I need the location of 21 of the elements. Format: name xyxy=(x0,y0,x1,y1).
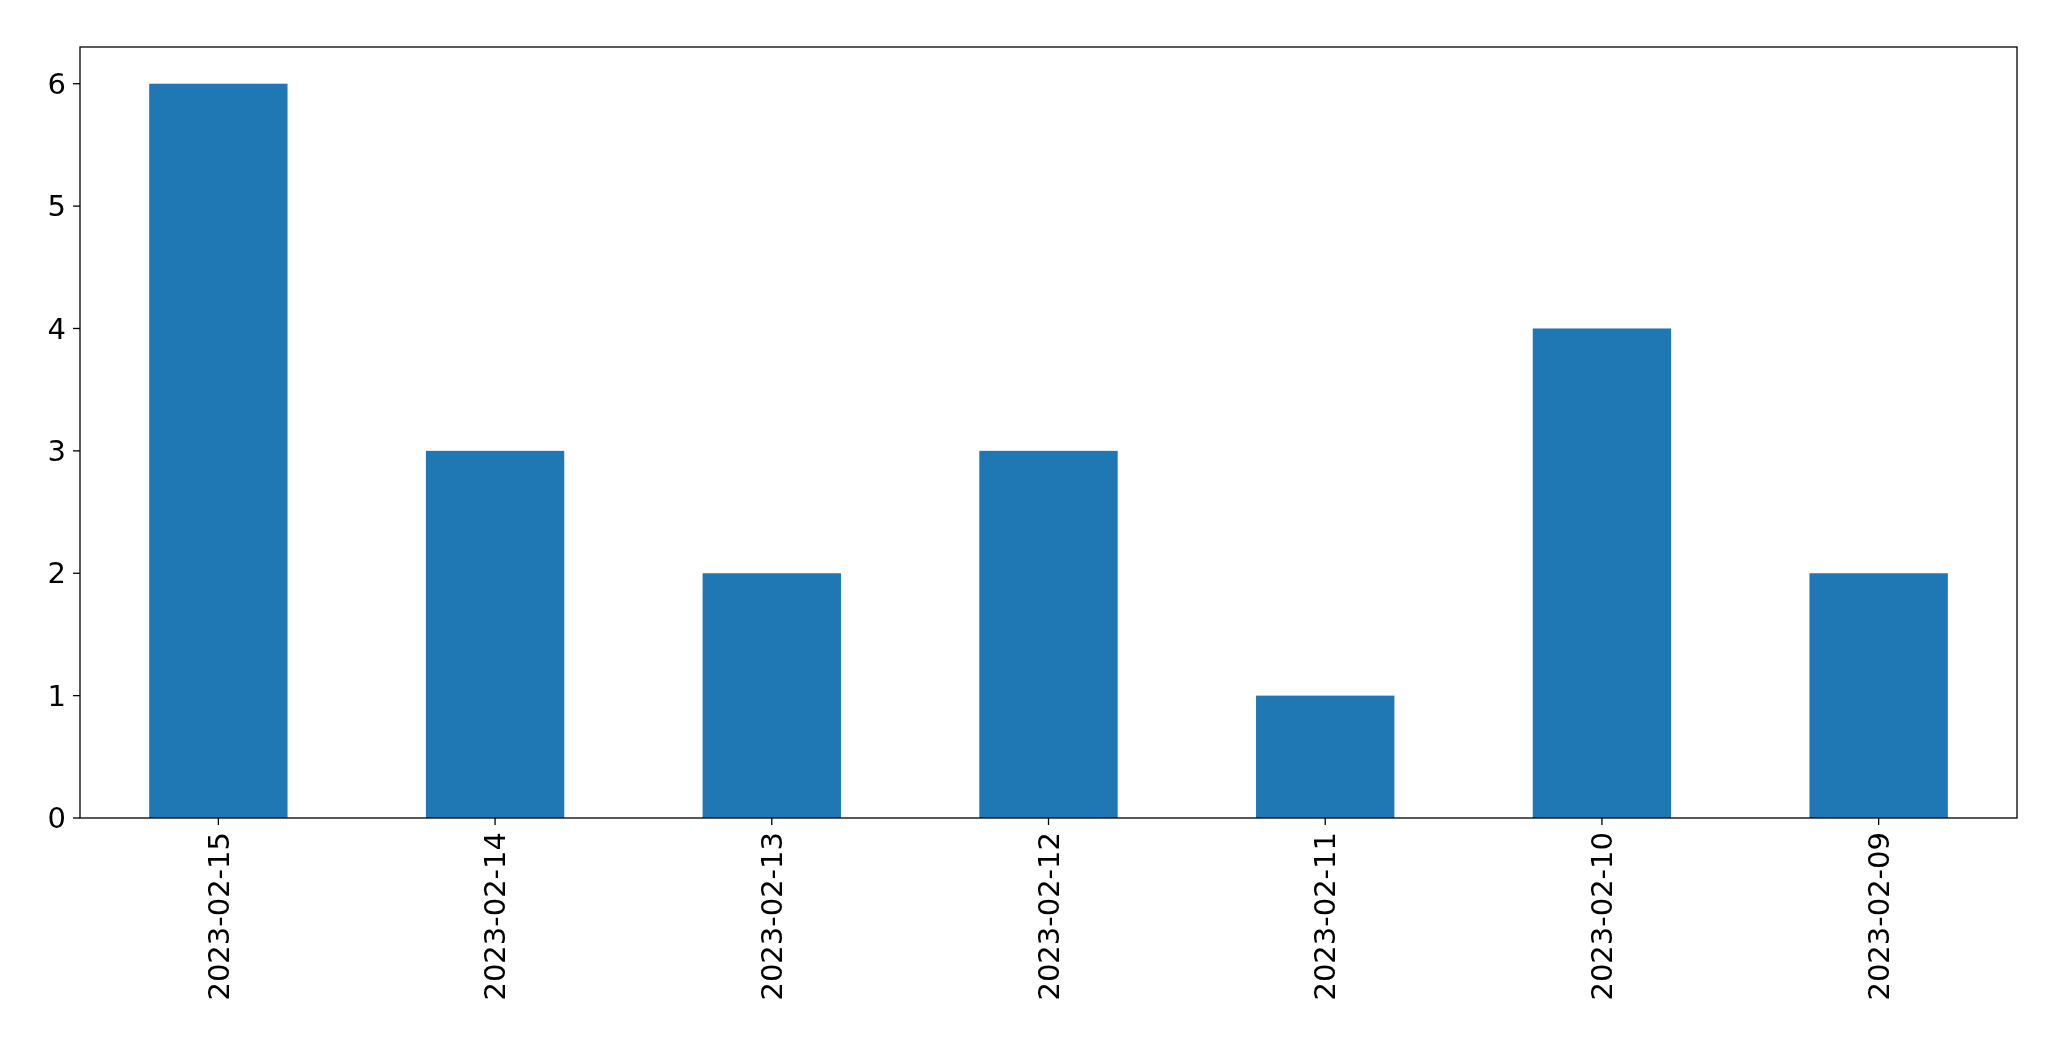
x-tick-label: 2023-02-09 xyxy=(1861,832,1896,1001)
x-tick-label: 2023-02-14 xyxy=(478,832,513,1001)
y-tick-label: 1 xyxy=(47,678,66,713)
x-tick-label: 2023-02-13 xyxy=(754,832,789,1001)
bar xyxy=(979,450,1118,818)
bar xyxy=(1809,573,1948,818)
bar xyxy=(425,450,565,818)
y-tick-label: 2 xyxy=(47,556,66,591)
x-tick-label: 2023-02-15 xyxy=(201,832,236,1001)
x-tick-label: 2023-02-10 xyxy=(1585,832,1620,1001)
bar xyxy=(1532,328,1672,818)
x-tick-label: 2023-02-11 xyxy=(1308,832,1343,1001)
bar xyxy=(149,83,288,818)
bar xyxy=(1256,695,1395,818)
y-tick-label: 6 xyxy=(47,66,66,101)
y-tick-label: 4 xyxy=(47,311,66,346)
bar xyxy=(702,573,841,818)
y-tick-label: 3 xyxy=(47,434,66,469)
y-tick-label: 0 xyxy=(47,801,66,836)
x-tick-label: 2023-02-12 xyxy=(1031,832,1066,1001)
y-tick-label: 5 xyxy=(47,189,66,224)
